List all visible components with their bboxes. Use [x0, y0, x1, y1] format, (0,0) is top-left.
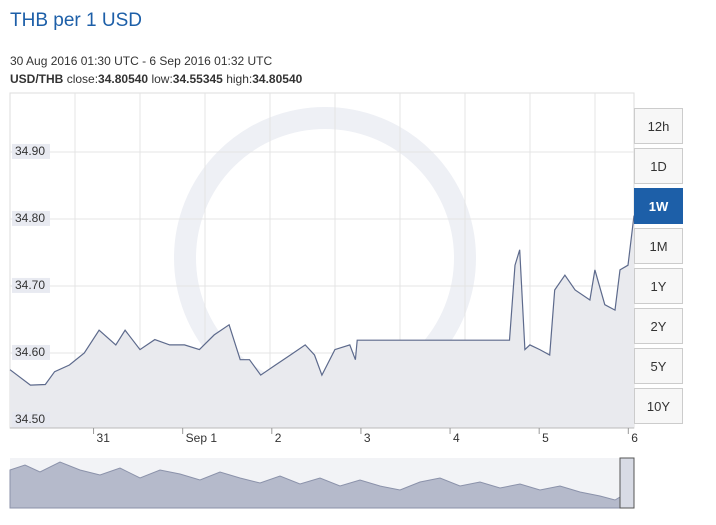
y-tick-label-bg: [12, 344, 50, 360]
x-tick-label: 3: [364, 431, 371, 445]
line: [9, 215, 635, 386]
stat-label: high:: [226, 72, 253, 86]
x-tick-label: Sep 1: [186, 431, 218, 445]
y-tick-label: 34.50: [15, 412, 45, 426]
y-tick-label: 34.60: [15, 345, 45, 359]
range-button[interactable]: 1M: [634, 228, 683, 264]
stat-value: 34.80540: [252, 72, 303, 86]
navigator-area: [9, 461, 635, 509]
x-tick-label: 6: [631, 431, 638, 445]
date-range: 30 Aug 2016 01:30 UTC - 6 Sep 2016 01:32…: [10, 54, 273, 68]
y-tick-label-bg: [12, 411, 50, 427]
range-button[interactable]: 12h: [634, 108, 683, 144]
stat-label: low:: [151, 72, 173, 86]
y-tick-label: 34.90: [15, 144, 45, 158]
area: [10, 215, 634, 428]
y-tick-label-bg: [12, 143, 50, 159]
x-tick-label: 2: [275, 431, 282, 445]
title: THB per 1 USD: [10, 10, 142, 31]
x-tick-label: 4: [453, 431, 460, 445]
range-button[interactable]: 1W: [634, 188, 683, 224]
range-button[interactable]: 5Y: [634, 348, 683, 384]
range-button[interactable]: 1Y: [634, 268, 683, 304]
range-button[interactable]: 10Y: [634, 388, 683, 424]
x-tick-label: 5: [542, 431, 549, 445]
y-tick-label-bg: [12, 210, 50, 226]
pair: USD/THB: [10, 72, 64, 86]
range-button[interactable]: 2Y: [634, 308, 683, 344]
navigator-handle[interactable]: [619, 457, 635, 509]
stat-value: 34.80540: [98, 72, 149, 86]
y-tick-label: 34.80: [15, 211, 45, 225]
stats: USD/THB close:34.80540 low:34.55345 high…: [10, 72, 302, 86]
x-tick-label: 31: [97, 431, 111, 445]
stat-label: close:: [66, 72, 99, 86]
y-tick-label: 34.70: [15, 278, 45, 292]
range-button[interactable]: 1D: [634, 148, 683, 184]
stat-value: 34.55345: [172, 72, 223, 86]
y-tick-label-bg: [12, 277, 50, 293]
